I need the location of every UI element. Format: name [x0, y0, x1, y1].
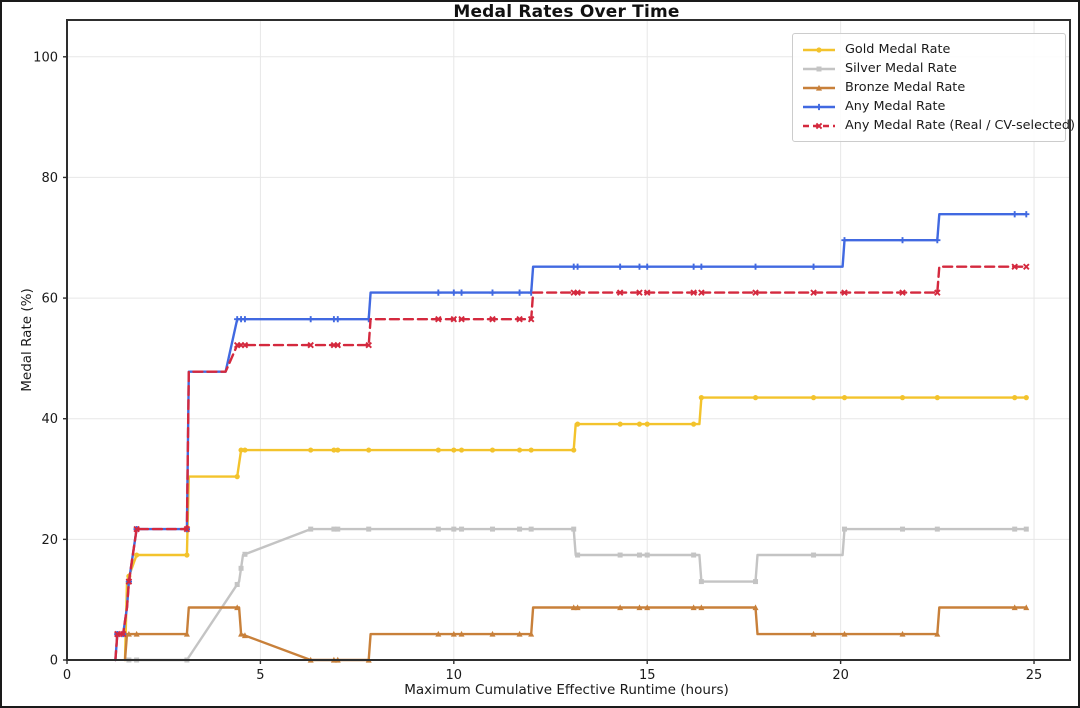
x-tick-label: 25	[1026, 668, 1043, 683]
chart-title: Medal Rates Over Time	[453, 2, 680, 22]
y-tick-label: 60	[41, 292, 58, 307]
legend-label: Any Medal Rate (Real / CV-selected)	[845, 118, 1076, 133]
legend: Gold Medal Rate Silver Medal Rate Bronze…	[792, 33, 1075, 142]
x-tick-label: 20	[832, 668, 849, 683]
legend-item-gold-medal-rate: Gold Medal Rate	[801, 40, 1055, 59]
series-gold-medal-rate	[123, 395, 1029, 662]
legend-swatch-any-icon	[801, 101, 837, 113]
y-tick-label: 20	[41, 533, 58, 548]
legend-swatch-any-real-icon	[801, 120, 837, 132]
y-tick-label: 0	[50, 654, 58, 669]
x-tick-label: 0	[63, 668, 71, 683]
y-tick-label: 100	[33, 50, 58, 65]
y-tick-label: 40	[41, 412, 58, 427]
series-any-medal-rate	[114, 211, 1030, 662]
legend-swatch-gold-icon	[801, 44, 837, 56]
legend-swatch-silver-icon	[801, 63, 837, 75]
series-silver-medal-rate	[126, 526, 1029, 663]
axis-ticks: 0 5 10 15 20 25 0 20 40 60 80 100	[33, 50, 1042, 683]
legend-item-silver-medal-rate: Silver Medal Rate	[801, 59, 1055, 78]
legend-swatch-bronze-icon	[801, 82, 837, 94]
legend-item-bronze-medal-rate: Bronze Medal Rate	[801, 78, 1055, 97]
x-tick-label: 10	[446, 668, 463, 683]
legend-label: Bronze Medal Rate	[845, 80, 966, 95]
series-any-medal-rate-real-cv-selected-	[114, 263, 1030, 662]
legend-label: Gold Medal Rate	[845, 42, 951, 57]
legend-label: Any Medal Rate	[845, 99, 946, 114]
x-axis-label: Maximum Cumulative Effective Runtime (ho…	[404, 682, 729, 698]
y-tick-label: 80	[41, 171, 58, 186]
legend-item-any-medal-rate: Any Medal Rate	[801, 97, 1055, 116]
x-tick-label: 5	[256, 668, 264, 683]
legend-label: Silver Medal Rate	[845, 61, 957, 76]
x-tick-label: 15	[639, 668, 656, 683]
plot-frame	[66, 19, 1071, 661]
legend-item-any-medal-rate-real-cv: Any Medal Rate (Real / CV-selected)	[801, 116, 1075, 135]
